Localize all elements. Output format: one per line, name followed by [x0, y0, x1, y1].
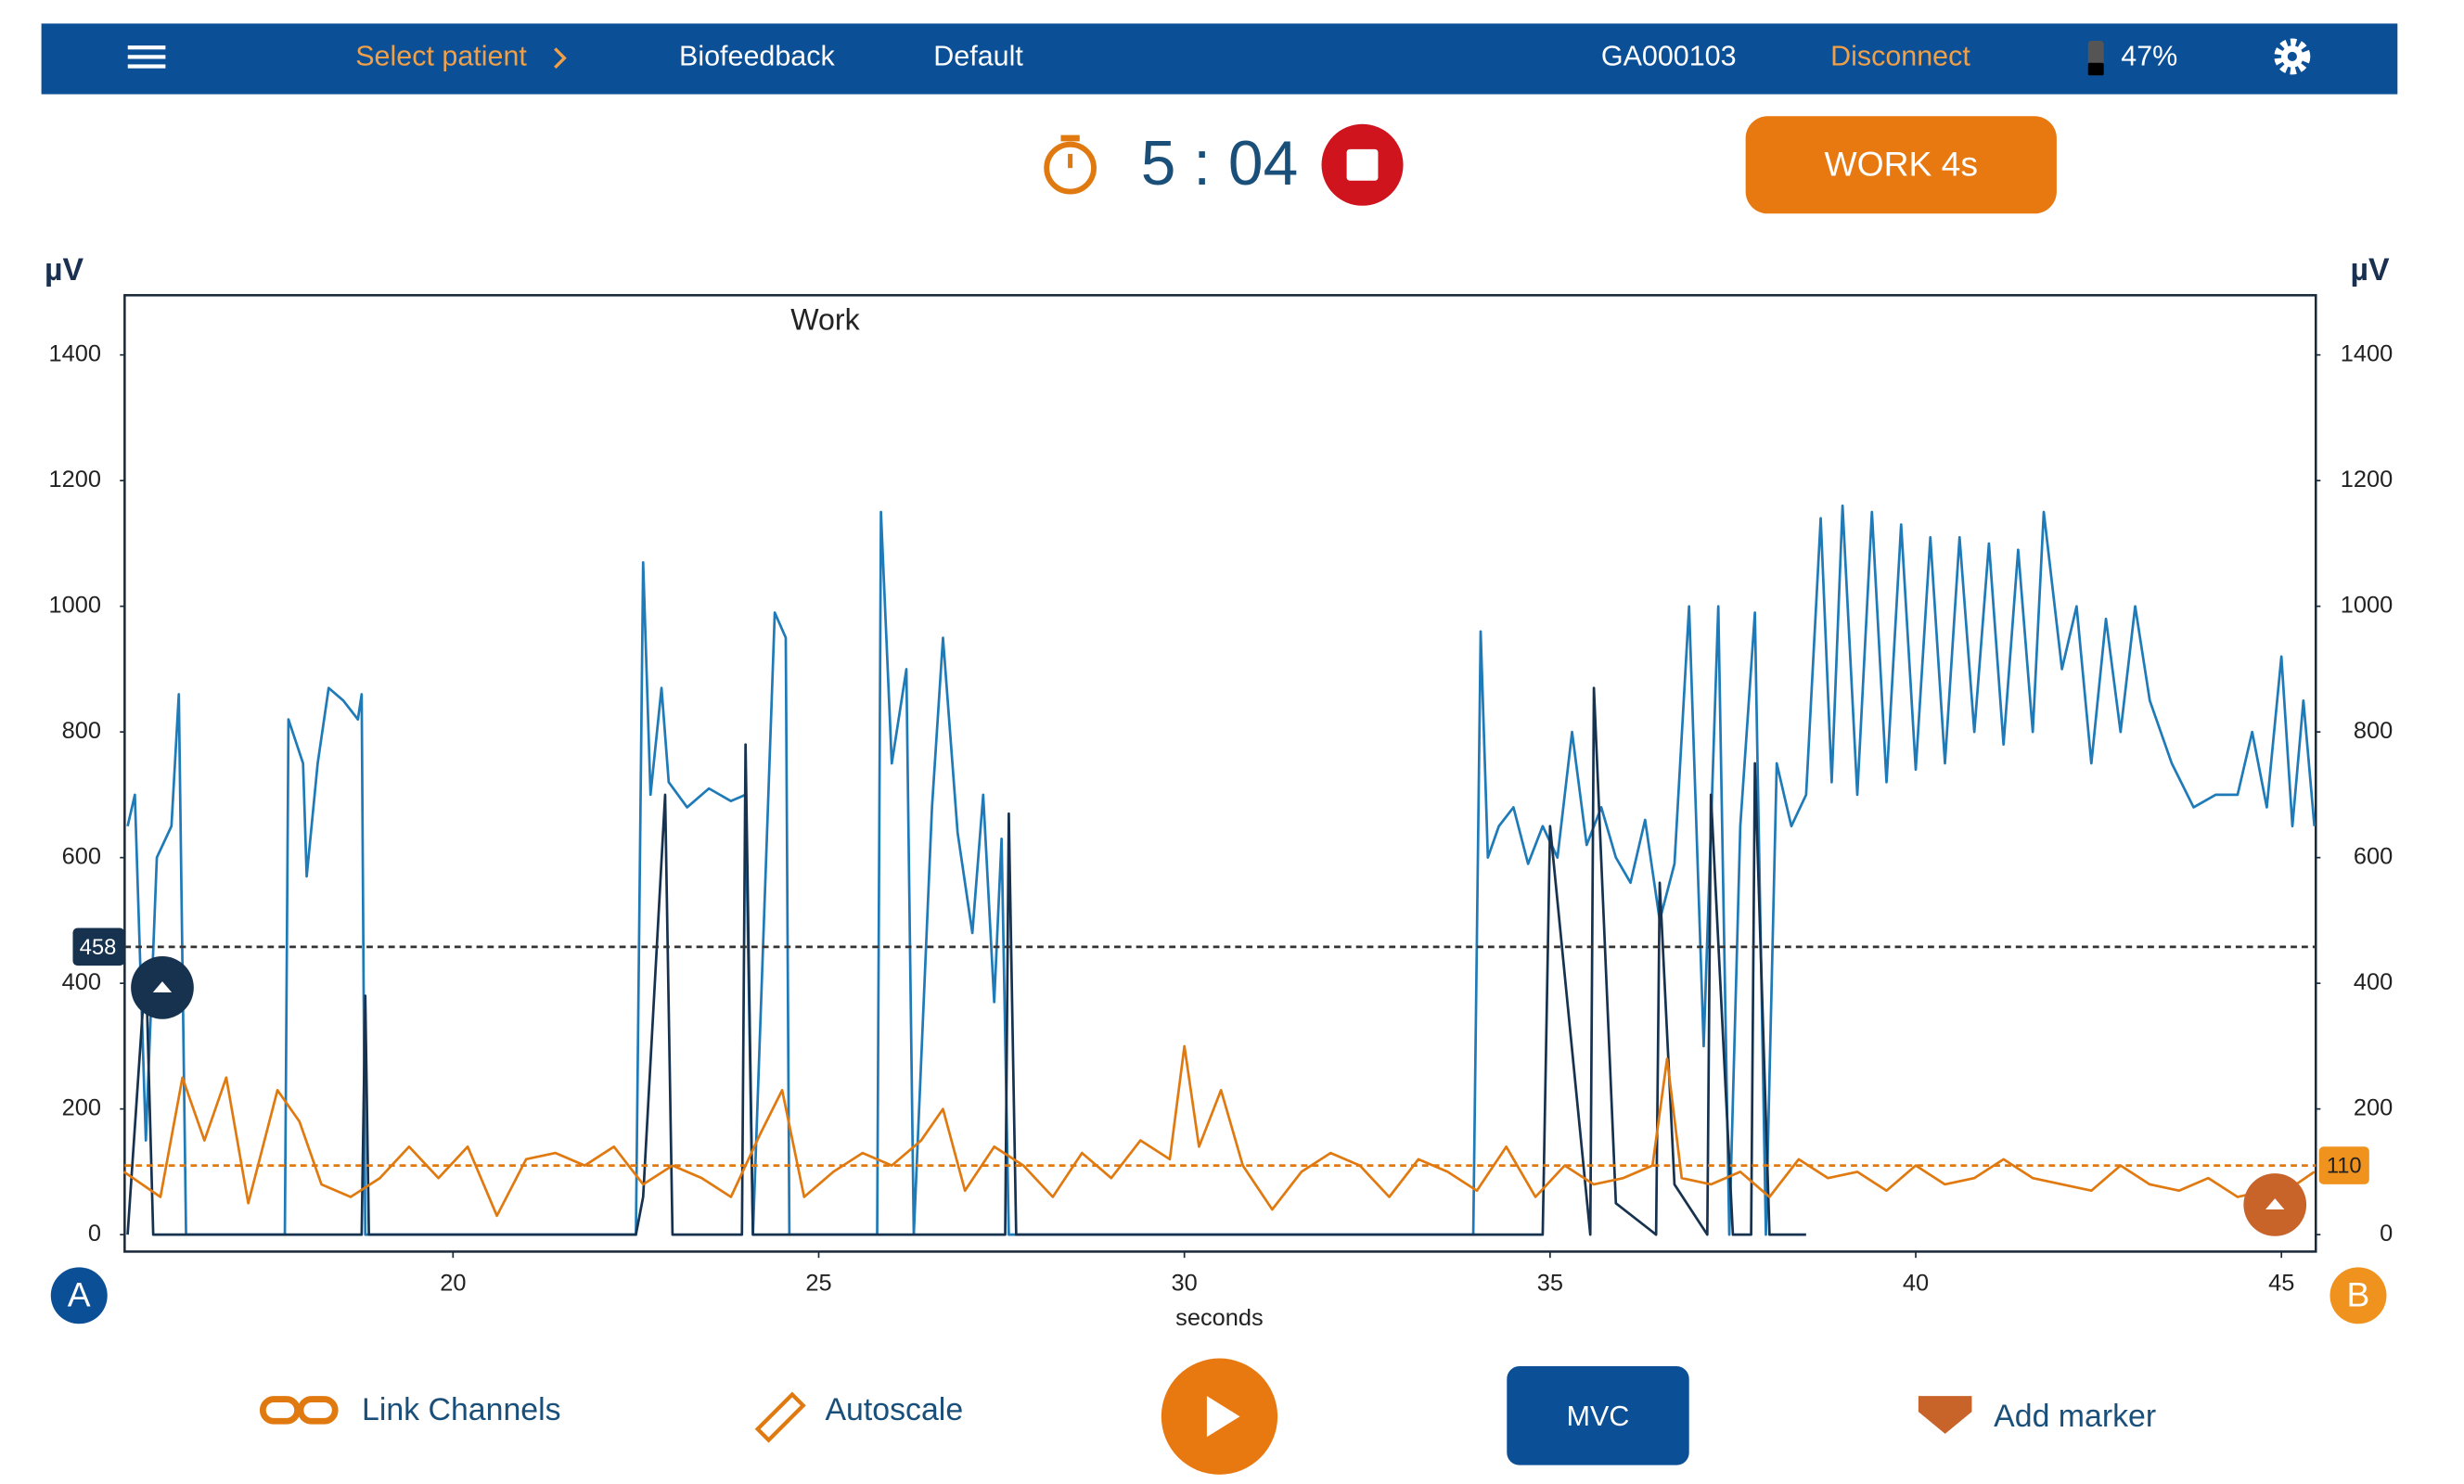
device-id: GA000103: [1601, 41, 1737, 72]
mvc: MVC: [1567, 1401, 1630, 1432]
mvc-button[interactable]: [1507, 1366, 1689, 1465]
y2-tick-label: 1200: [2341, 467, 2393, 493]
autoscale: Autoscale: [825, 1392, 963, 1427]
add-marker: Add marker: [1994, 1399, 2156, 1434]
select-patient[interactable]: Select patient: [355, 41, 527, 72]
threshold-label-box: [2318, 1146, 2369, 1184]
y-tick-label: 0: [88, 1221, 101, 1247]
stop-button[interactable]: [1321, 123, 1404, 206]
y2-tick-label: 200: [2354, 1094, 2393, 1120]
channel-a-button[interactable]: A: [50, 1267, 108, 1324]
series-line: [126, 686, 1806, 1236]
y2-tick-label: 1000: [2341, 592, 2393, 618]
y-tick-label: 1200: [48, 467, 100, 493]
threshold-label: 110: [2327, 1155, 2362, 1179]
y-tick-label: 800: [62, 718, 101, 744]
menu-button[interactable]: [127, 45, 166, 69]
annotation: Work: [790, 303, 860, 337]
y-axis-label: µV: [45, 252, 84, 288]
y-tick-label: 200: [62, 1094, 101, 1120]
mode[interactable]: Biofeedback: [679, 41, 835, 72]
threshold-label: 458: [80, 936, 117, 960]
x-axis-label: seconds: [1175, 1305, 1264, 1331]
chart: µV µVsecondsWork0200400600800100012001400…: [45, 252, 2393, 1331]
top-bar: [41, 23, 2398, 95]
y2-tick-label: 600: [2354, 843, 2393, 869]
y-tick-label: 1400: [48, 340, 100, 366]
y-tick-label: 1000: [48, 592, 100, 618]
work-button[interactable]: [1745, 116, 2057, 214]
stopwatch-icon: [1044, 134, 1097, 195]
link-channels-button[interactable]: Link Channels: [259, 1392, 561, 1427]
link-channels: Link Channels: [362, 1392, 561, 1427]
channel-b: B: [2347, 1274, 2370, 1313]
y2-axis-label: µV: [2351, 252, 2391, 288]
y2-tick-label: 1400: [2341, 340, 2393, 366]
y-tick-label: 400: [62, 969, 101, 995]
handle-arrow: [152, 981, 173, 992]
x-tick-label: 35: [1537, 1271, 1563, 1297]
series-line: [122, 1044, 2316, 1218]
handle-arrow: [2265, 1198, 2285, 1210]
x-tick-label: 40: [1903, 1271, 1929, 1297]
battery: 47%: [2121, 41, 2177, 72]
autoscale-button[interactable]: Autoscale: [754, 1391, 964, 1443]
y2-tick-label: 400: [2354, 969, 2393, 995]
x-tick-label: 30: [1172, 1271, 1198, 1297]
threshold-label-box: [72, 928, 125, 966]
x-tick-label: 45: [2268, 1271, 2294, 1297]
play-button[interactable]: [1161, 1358, 1278, 1475]
battery-icon: [2087, 41, 2104, 76]
y2-tick-label: 800: [2354, 718, 2393, 744]
y-tick-label: 600: [62, 843, 101, 869]
timer: 5 : 04: [1141, 129, 1298, 198]
y2-tick-label: 0: [2380, 1221, 2393, 1247]
settings-button[interactable]: [2274, 38, 2311, 75]
channel-a: A: [68, 1274, 91, 1313]
disconnect[interactable]: Disconnect: [1830, 41, 1970, 72]
x-tick-label: 20: [440, 1271, 466, 1297]
protocol[interactable]: Default: [933, 41, 1023, 72]
work-button-label: WORK 4s: [1825, 144, 1979, 183]
add-marker-button[interactable]: Add marker: [1918, 1396, 2156, 1434]
x-tick-label: 25: [805, 1271, 831, 1297]
chevron: [554, 47, 567, 70]
plot-area: [123, 294, 2317, 1253]
channel-b-button[interactable]: B: [2329, 1267, 2387, 1324]
